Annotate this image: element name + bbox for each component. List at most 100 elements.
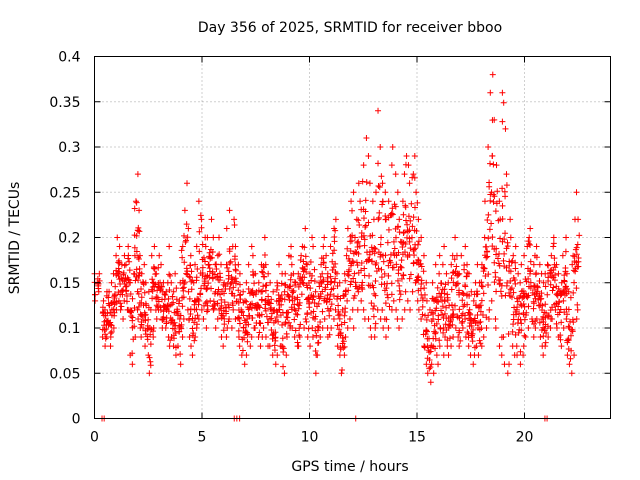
data-point xyxy=(424,328,431,335)
data-point xyxy=(503,282,510,289)
data-point xyxy=(263,313,270,320)
data-point xyxy=(371,334,378,341)
data-point xyxy=(153,295,160,302)
data-point xyxy=(168,279,175,286)
data-point xyxy=(221,321,228,328)
data-point xyxy=(330,264,337,271)
data-point xyxy=(347,281,354,288)
data-point xyxy=(195,301,202,308)
data-point xyxy=(280,345,287,352)
y-tick-label: 0.2 xyxy=(58,231,80,247)
data-point xyxy=(348,237,355,244)
data-point xyxy=(452,302,459,309)
data-point xyxy=(275,261,282,268)
data-point xyxy=(395,223,402,230)
data-point xyxy=(443,270,450,277)
data-point xyxy=(235,287,242,294)
data-point xyxy=(520,352,527,359)
data-point xyxy=(363,179,370,186)
data-point xyxy=(180,294,187,301)
data-point xyxy=(177,351,184,358)
data-point xyxy=(157,287,164,294)
data-point xyxy=(288,243,295,250)
data-point xyxy=(337,346,344,353)
data-point xyxy=(402,241,409,248)
data-point xyxy=(327,279,334,286)
data-point xyxy=(454,280,461,287)
data-point xyxy=(437,280,444,287)
data-point xyxy=(183,270,190,277)
data-point xyxy=(366,272,373,279)
data-point xyxy=(225,275,232,282)
data-point xyxy=(486,226,493,233)
data-point xyxy=(228,290,235,297)
data-point xyxy=(187,274,194,281)
data-point xyxy=(223,334,230,341)
data-point xyxy=(379,307,386,314)
data-point xyxy=(196,297,203,304)
data-point xyxy=(498,352,505,359)
data-point xyxy=(436,270,443,277)
data-point xyxy=(204,234,211,241)
y-tick-label: 0.1 xyxy=(58,321,80,337)
data-point xyxy=(408,234,415,241)
data-point xyxy=(342,308,349,315)
data-point xyxy=(307,343,314,350)
data-point xyxy=(192,315,199,322)
data-point xyxy=(203,325,210,331)
data-point xyxy=(193,243,200,250)
data-point xyxy=(123,288,130,295)
data-point xyxy=(151,243,158,250)
data-point xyxy=(260,283,267,290)
data-point xyxy=(487,160,494,167)
data-point xyxy=(203,298,210,305)
data-point xyxy=(485,235,492,242)
data-point xyxy=(394,189,401,196)
data-point xyxy=(313,332,320,339)
data-point xyxy=(235,334,242,341)
data-point xyxy=(302,225,309,232)
data-point xyxy=(265,293,272,300)
data-point xyxy=(532,271,539,278)
data-point xyxy=(441,298,448,305)
data-point xyxy=(115,259,122,266)
data-point xyxy=(406,238,413,245)
data-point xyxy=(415,273,422,280)
data-point xyxy=(401,249,408,256)
data-point xyxy=(551,255,558,262)
data-point xyxy=(353,216,360,223)
data-point xyxy=(150,328,157,335)
data-point xyxy=(565,306,572,313)
data-point xyxy=(345,287,352,294)
data-point xyxy=(362,223,369,230)
data-point xyxy=(400,229,407,236)
data-point xyxy=(499,202,506,209)
data-point xyxy=(351,270,358,277)
data-point xyxy=(188,268,195,275)
data-point xyxy=(178,247,185,254)
data-point xyxy=(216,234,223,241)
data-point xyxy=(342,334,349,341)
data-point xyxy=(346,315,353,322)
data-point xyxy=(121,262,128,269)
data-point xyxy=(514,304,521,311)
data-point xyxy=(433,320,440,327)
data-point xyxy=(360,232,367,239)
data-point xyxy=(566,361,573,368)
data-point xyxy=(291,295,298,302)
data-point xyxy=(237,291,244,298)
data-point xyxy=(182,238,189,245)
data-point xyxy=(560,288,567,295)
data-point xyxy=(228,325,235,331)
data-point xyxy=(231,292,238,299)
data-point xyxy=(212,325,219,331)
data-point xyxy=(392,171,399,178)
data-point xyxy=(515,270,522,277)
data-point xyxy=(564,352,571,359)
data-point xyxy=(419,303,426,310)
data-point xyxy=(183,221,190,228)
data-point xyxy=(555,303,562,310)
data-point xyxy=(255,303,262,310)
data-point xyxy=(272,317,279,324)
